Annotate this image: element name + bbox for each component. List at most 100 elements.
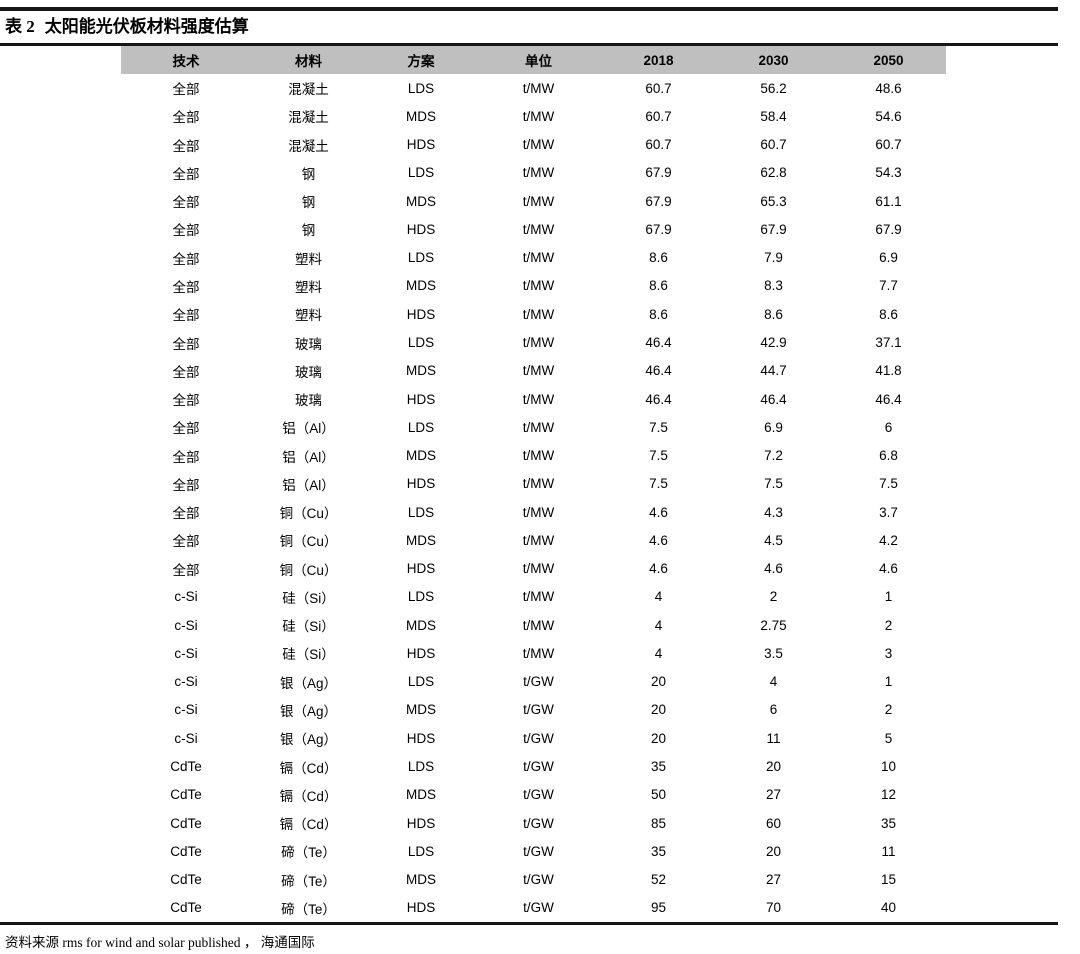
table-cell-year-2030: 2.75 [760, 617, 787, 633]
table-cell-year-2018: 35 [650, 759, 667, 774]
table-cell-year-2050: 15 [880, 872, 897, 888]
table-row: 全部 混凝土 LDS t/MW 60.7 56.2 48.6 [121, 74, 946, 102]
table-cell-year-2050: 10 [880, 759, 897, 774]
table-cell-tech: c-Si [174, 730, 198, 746]
table-cell-tech: 全部 [172, 534, 200, 550]
table-cell-unit: t/MW [522, 391, 555, 407]
table-cell-tech: 全部 [172, 166, 200, 182]
table-cell-year-2030: 60.7 [760, 137, 787, 153]
table-cell-year-2018: 46.4 [645, 391, 672, 407]
table-row: 全部 玻璃 LDS t/MW 46.4 42.9 37.1 [121, 328, 946, 356]
table-cell-material: 铝（Al） [282, 477, 335, 493]
table-cell-scheme: MDS [406, 278, 436, 294]
column-header-year-2018: 2018 [643, 52, 674, 68]
table-cell-material: 玻璃 [295, 364, 322, 380]
table-cell-unit: t/MW [522, 165, 555, 181]
table-cell-tech: CdTe [170, 900, 202, 916]
column-header-material: 材料 [295, 54, 322, 69]
table-cell-year-2050: 5 [884, 730, 893, 746]
table-cell-scheme: MDS [406, 872, 436, 888]
table-cell-year-2018: 4.6 [649, 504, 668, 520]
table-cell-year-2050: 67.9 [875, 221, 902, 237]
table-cell-scheme: HDS [406, 815, 436, 831]
table-cell-material: 铜（Cu） [279, 562, 338, 578]
table-cell-year-2018: 4 [654, 645, 663, 661]
table-row: 全部 混凝土 HDS t/MW 60.7 60.7 60.7 [121, 131, 946, 159]
table-cell-tech: 全部 [172, 449, 200, 465]
table-row: 全部 铜（Cu） MDS t/MW 4.6 4.5 4.2 [121, 526, 946, 554]
table-cell-material: 碲（Te） [281, 901, 336, 917]
table-row: 全部 钢 MDS t/MW 67.9 65.3 61.1 [121, 187, 946, 215]
table-cell-tech: 全部 [172, 506, 200, 522]
table-cell-material: 硅（Si） [282, 619, 335, 635]
table-cell-year-2030: 8.6 [764, 306, 783, 322]
table-row: 全部 铝（Al） HDS t/MW 7.5 7.5 7.5 [121, 470, 946, 498]
table-cell-year-2018: 46.4 [645, 363, 672, 379]
table-cell-year-2050: 6.9 [879, 250, 898, 266]
table-body: 全部 混凝土 LDS t/MW 60.7 56.2 48.6 全部 混凝土 MDS t/MW 60.7… [121, 74, 946, 922]
table-cell-year-2050: 4.2 [879, 532, 898, 548]
table-cell-year-2030: 44.7 [760, 363, 787, 379]
title-underline-rule [0, 43, 1058, 46]
table-cell-tech: 全部 [172, 279, 200, 295]
table-cell-material: 塑料 [295, 279, 322, 295]
table-cell-year-2050: 6 [884, 419, 893, 435]
table-cell-scheme: MDS [406, 108, 436, 124]
source-note: 资料来源 rms for wind and solar published ， … [5, 934, 315, 950]
column-header-year-2030: 2030 [758, 52, 789, 68]
table-row: 全部 铜（Cu） HDS t/MW 4.6 4.6 4.6 [121, 555, 946, 583]
table-cell-unit: t/GW [523, 815, 554, 831]
table-cell-unit: t/MW [522, 108, 555, 124]
table-cell-unit: t/MW [522, 306, 555, 322]
table-cell-unit: t/MW [522, 448, 555, 464]
table-cell-material: 钢 [301, 166, 316, 182]
table-cell-scheme: HDS [406, 730, 436, 746]
table-cell-material: 碲（Te） [281, 873, 336, 889]
table-cell-tech: CdTe [170, 815, 202, 831]
table-cell-tech: CdTe [170, 759, 202, 774]
table-cell-material: 铜（Cu） [279, 506, 338, 522]
table-cell-year-2018: 95 [650, 900, 667, 916]
table-cell-year-2018: 20 [650, 730, 667, 746]
table-cell-material: 混凝土 [288, 82, 329, 98]
table-cell-tech: CdTe [170, 872, 202, 888]
table-cell-year-2030: 8.3 [764, 278, 783, 294]
table-cell-tech: 全部 [172, 477, 200, 493]
table-cell-unit: t/GW [523, 843, 554, 859]
table-cell-tech: 全部 [172, 138, 200, 154]
table-cell-year-2050: 8.6 [879, 306, 898, 322]
table-row: 全部 塑料 HDS t/MW 8.6 8.6 8.6 [121, 300, 946, 328]
table-cell-tech: c-Si [174, 645, 198, 661]
table-cell-year-2018: 4.6 [649, 532, 668, 548]
table-row: 全部 钢 LDS t/MW 67.9 62.8 54.3 [121, 159, 946, 187]
table-cell-year-2030: 65.3 [760, 193, 787, 209]
table-cell-year-2030: 6.9 [764, 419, 783, 435]
table-row: c-Si 银（Ag） HDS t/GW 20 11 5 [121, 724, 946, 752]
table-cell-tech: c-Si [174, 617, 198, 633]
table-cell-unit: t/MW [522, 589, 555, 605]
table-cell-year-2018: 8.6 [649, 278, 668, 294]
table-cell-unit: t/GW [523, 759, 554, 774]
table-cell-year-2030: 4 [769, 674, 778, 690]
table-cell-year-2050: 6.8 [879, 448, 898, 464]
table-cell-year-2018: 60.7 [645, 137, 672, 153]
table-cell-year-2030: 7.9 [764, 250, 783, 266]
table-cell-tech: 全部 [172, 82, 200, 98]
table-cell-scheme: MDS [406, 617, 436, 633]
table-cell-year-2018: 4 [654, 589, 663, 605]
table-cell-scheme: LDS [407, 674, 435, 690]
table-cell-material: 碲（Te） [281, 845, 336, 861]
table-cell-scheme: LDS [407, 589, 435, 605]
column-header-unit: 单位 [525, 54, 552, 69]
table-cell-year-2030: 46.4 [760, 391, 787, 407]
table-cell-year-2050: 1 [884, 674, 893, 690]
table-cell-scheme: LDS [407, 80, 435, 96]
table-cell-scheme: MDS [406, 702, 436, 718]
table-cell-material: 镉（Cd） [279, 760, 338, 776]
table-cell-year-2050: 1 [884, 589, 893, 605]
table-cell-year-2030: 2 [769, 589, 778, 605]
table-cell-year-2030: 11 [766, 730, 781, 746]
table-cell-material: 钢 [301, 223, 316, 239]
table-cell-year-2030: 60 [765, 815, 782, 831]
